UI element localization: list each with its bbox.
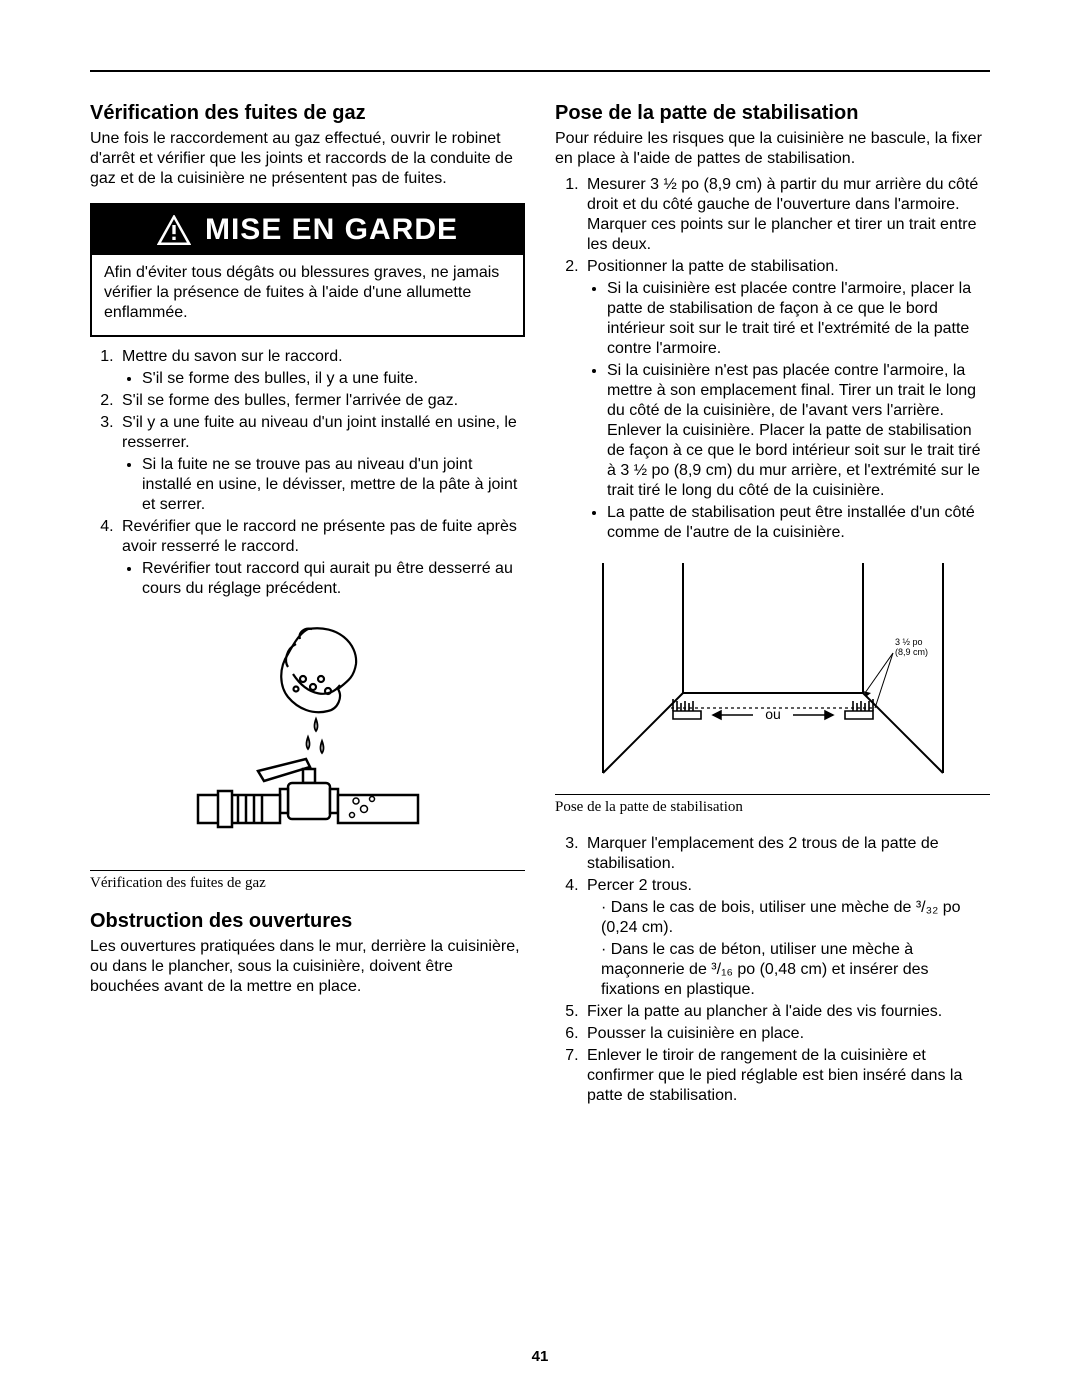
figure-caption-right: Pose de la patte de stabilisation (555, 799, 990, 816)
step-3-bullet: Si la fuite ne se trouve pas au niveau d… (142, 455, 525, 515)
gas-leak-steps: Mettre du savon sur le raccord. S'il se … (90, 347, 525, 599)
two-column-layout: Vérification des fuites de gaz Une fois … (90, 102, 990, 1108)
bracket-step-2b: Si la cuisinière n'est pas placée contre… (607, 361, 990, 501)
step-1: Mettre du savon sur le raccord. S'il se … (118, 347, 525, 389)
bracket-step-2a: Si la cuisinière est placée contre l'arm… (607, 279, 990, 359)
dim-label-1: 3 ½ po (895, 637, 923, 647)
page: Vérification des fuites de gaz Une fois … (0, 0, 1080, 1397)
warning-icon (157, 215, 191, 245)
bracket-step-3: Marquer l'emplacement des 2 trous de la … (583, 834, 990, 874)
bracket-step-2: Positionner la patte de stabilisation. S… (583, 257, 990, 543)
warning-header: MISE EN GARDE (92, 205, 523, 255)
step-4-bullet: Revérifier tout raccord qui aurait pu êt… (142, 559, 525, 599)
warning-title: MISE EN GARDE (205, 213, 458, 247)
heading-bracket: Pose de la patte de stabilisation (555, 102, 990, 125)
intro-paragraph: Une fois le raccordement au gaz effectué… (90, 129, 525, 189)
heading-obstruction: Obstruction des ouvertures (90, 910, 525, 933)
step-1-sub: S'il se forme des bulles, il y a une fui… (122, 369, 525, 389)
bracket-step-2c: La patte de stabilisation peut être inst… (607, 503, 990, 543)
figure-soap (90, 619, 525, 864)
bracket-steps-1-2: Mesurer 3 ½ po (8,9 cm) à partir du mur … (555, 175, 990, 543)
bracket-step-6: Pousser la cuisinière en place. (583, 1024, 990, 1044)
bracket-step-4a: Dans le cas de bois, utiliser une mèche … (601, 898, 990, 938)
right-column: Pose de la patte de stabilisation Pour r… (555, 102, 990, 1108)
bracket-intro: Pour réduire les risques que la cuisiniè… (555, 129, 990, 169)
warning-text: Afin d'éviter tous dégâts ou blessures g… (104, 263, 511, 323)
step-1-bullet: S'il se forme des bulles, il y a une fui… (142, 369, 525, 389)
dim-label-2: (8,9 cm) (895, 647, 928, 657)
left-column: Vérification des fuites de gaz Une fois … (90, 102, 525, 1108)
heading-gas-leak: Vérification des fuites de gaz (90, 102, 525, 125)
bracket-illustration: 3 ½ po (8,9 cm) (563, 563, 983, 783)
step-3: S'il y a une fuite au niveau d'un joint … (118, 413, 525, 515)
step-2: S'il se forme des bulles, fermer l'arriv… (118, 391, 525, 411)
step-4: Revérifier que le raccord ne présente pa… (118, 517, 525, 599)
bracket-step-4: Percer 2 trous. Dans le cas de bois, uti… (583, 876, 990, 1000)
bracket-step-1: Mesurer 3 ½ po (8,9 cm) à partir du mur … (583, 175, 990, 255)
bracket-step-4b: Dans le cas de béton, utiliser une mèche… (601, 940, 990, 1000)
ou-label: ou (765, 706, 781, 722)
obstruction-paragraph: Les ouvertures pratiquées dans le mur, d… (90, 937, 525, 997)
step-4-sub: Revérifier tout raccord qui aurait pu êt… (122, 559, 525, 599)
figure-rule-left (90, 870, 525, 871)
bracket-step-2-sub: Si la cuisinière est placée contre l'arm… (587, 279, 990, 543)
bracket-step-7: Enlever le tiroir de rangement de la cui… (583, 1046, 990, 1106)
bracket-step-4-sub: Dans le cas de bois, utiliser une mèche … (587, 898, 990, 1000)
warning-box: MISE EN GARDE Afin d'éviter tous dégâts … (90, 203, 525, 337)
figure-caption-left: Vérification des fuites de gaz (90, 875, 525, 892)
step-3-sub: Si la fuite ne se trouve pas au niveau d… (122, 455, 525, 515)
bracket-steps-3-7: Marquer l'emplacement des 2 trous de la … (555, 834, 990, 1106)
top-rule (90, 70, 990, 72)
figure-rule-right (555, 794, 990, 795)
soap-test-illustration (188, 619, 428, 859)
warning-body: Afin d'éviter tous dégâts ou blessures g… (92, 255, 523, 335)
figure-bracket: 3 ½ po (8,9 cm) (555, 563, 990, 788)
page-number: 41 (0, 1348, 1080, 1365)
bracket-step-5: Fixer la patte au plancher à l'aide des … (583, 1002, 990, 1022)
